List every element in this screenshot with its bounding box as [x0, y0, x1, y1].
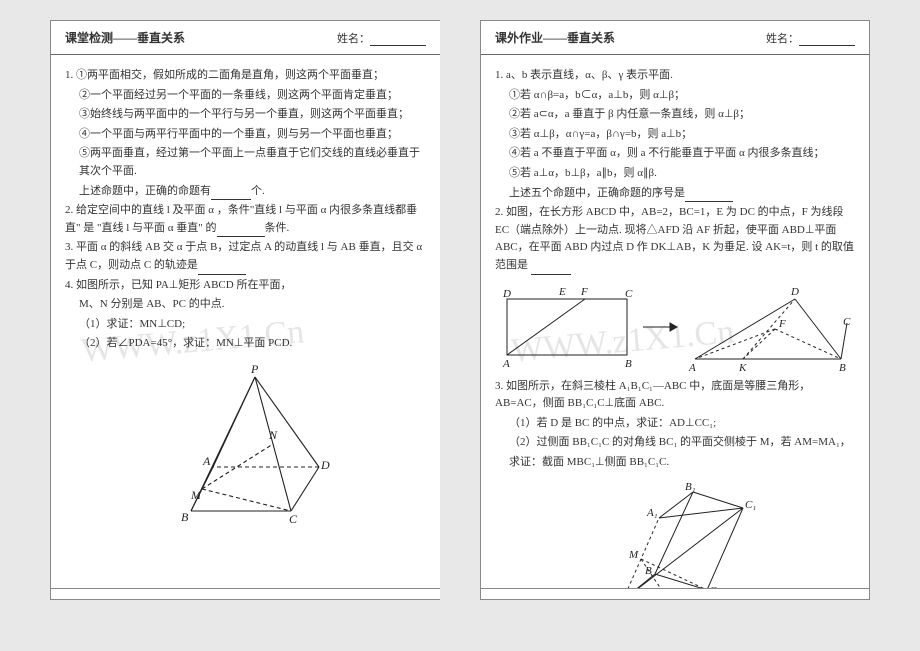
footer-left: [51, 588, 440, 599]
q2-tail: 条件.: [265, 222, 290, 234]
r-q3a: （1）若 D 是 BC 的中点，求证：AD⊥CC₁;: [495, 415, 855, 433]
name-blank: [370, 35, 426, 46]
p-M: M: [628, 549, 639, 561]
lbl-N: N: [268, 428, 278, 442]
f2l-E: E: [558, 286, 566, 298]
q1-line2: ②一个平面经过另一个平面的一条垂线，则这两个平面肯定垂直；: [65, 87, 426, 105]
name-field-right: 姓名：: [766, 30, 855, 46]
r-q3c: 求证：截面 MBC₁⊥侧面 BB₁C₁C.: [495, 454, 855, 472]
title-left: 课堂检测——垂直关系: [65, 29, 185, 46]
q1-line1: 1. ①两平面相交，假如所成的二面角是直角，则这两个平面垂直；: [65, 67, 426, 85]
q1-blank: [211, 189, 251, 200]
r-q1-b: ②若 a⊂α，a 垂直于 β 内任意一条直线，则 α⊥β；: [495, 106, 855, 124]
f2r-K: K: [738, 362, 747, 374]
r-q2-blank: [531, 264, 571, 275]
lbl-C: C: [289, 512, 298, 526]
r-q1-d: ④若 a 不垂直于平面 α，则 a 不行能垂直于平面 α 内很多条直线；: [495, 145, 855, 163]
r-q2: 2. 如图，在长方形 ABCD 中，AB=2，BC=1，E 为 DC 的中点，F…: [495, 204, 855, 274]
r-q1-a: ①若 α∩β=a，b⊂α，a⊥b，则 α⊥β；: [495, 87, 855, 105]
r-q3b: （2）过侧面 BB₁C₁C 的对角线 BC₁ 的平面交侧棱于 M，若 AM=MA…: [495, 434, 855, 452]
content-right: 1. a、b 表示直线，α、β、γ 表示平面. ①若 α∩β=a，b⊂α，a⊥b…: [495, 67, 855, 588]
r-q3: 3. 如图所示，在斜三棱柱 A₁B₁C₁—ABC 中，底面是等腰三角形，AB=A…: [495, 378, 855, 413]
q4a: M、N 分别是 AB、PC 的中点.: [65, 296, 426, 314]
title-right: 课外作业——垂直关系: [495, 29, 615, 46]
lbl-B: B: [181, 510, 189, 524]
r-q2-text: 2. 如图，在长方形 ABCD 中，AB=2，BC=1，E 为 DC 的中点，F…: [495, 206, 854, 271]
figure-tetra: P N A B C D M: [151, 359, 341, 529]
p-B: B: [645, 565, 652, 577]
figure-fold: D E F C A B: [495, 281, 855, 376]
sheet-left: 课堂检测——垂直关系 姓名： WWW.z1X1.Cn 1. ①两平面相交，假如所…: [50, 20, 440, 600]
q1-line3: ③始终线与两平面中的一个平行与另一个垂直，则这两个平面垂直；: [65, 106, 426, 124]
content-left: 1. ①两平面相交，假如所成的二面角是直角，则这两个平面垂直； ②一个平面经过另…: [65, 67, 426, 529]
name-label-r: 姓名：: [766, 33, 799, 45]
lbl-A: A: [202, 454, 211, 468]
f2l-A: A: [502, 358, 510, 370]
footer-right: [481, 588, 869, 599]
header-right: 课外作业——垂直关系 姓名：: [481, 21, 869, 55]
r-q1-blank: [685, 191, 733, 202]
lbl-D: D: [320, 458, 330, 472]
name-label: 姓名：: [337, 33, 370, 45]
body-right: WWW.z1X1.Cn 1. a、b 表示直线，α、β、γ 表示平面. ①若 α…: [481, 55, 869, 588]
f2l-C: C: [625, 288, 633, 300]
q1-line5: ⑤两平面垂直，经过第一个平面上一点垂直于它们交线的直线必垂直于其次个平面.: [65, 145, 426, 180]
lbl-M: M: [190, 488, 202, 502]
q4c: （2）若∠PDA=45°，求证：MN⊥平面 PCD.: [65, 335, 426, 353]
q3-blank: [198, 264, 246, 275]
p-C: C: [709, 585, 717, 589]
f2r-F: F: [778, 318, 786, 330]
r-q1-c: ③若 α⊥β，α∩γ=a，β∩γ=b，则 a⊥b；: [495, 126, 855, 144]
p-A1: A₁: [646, 507, 658, 519]
p-C1: C₁: [745, 499, 756, 511]
f2r-A: A: [688, 362, 696, 374]
f2r-C: C: [843, 316, 851, 328]
sheet-right: 课外作业——垂直关系 姓名： WWW.z1X1.Cn 1. a、b 表示直线，α…: [480, 20, 870, 600]
q2-blank: [217, 226, 265, 237]
r-q1-tail: 上述五个命题中，正确命题的序号是: [495, 185, 855, 203]
q4b: （1）求证：MN⊥CD;: [65, 316, 426, 334]
figure-prism: B₁ C₁ A₁ M B C A D: [585, 478, 765, 589]
r-q1-e: ⑤若 a⊥α，b⊥β，a∥b，则 α∥β.: [495, 165, 855, 183]
q3: 3. 平面 α 的斜线 AB 交 α 于点 B，过定点 A 的动直线 l 与 A…: [65, 239, 426, 274]
f2l-B: B: [625, 358, 632, 370]
lbl-P: P: [250, 362, 259, 376]
r-q1-lead: 1. a、b 表示直线，α、β、γ 表示平面.: [495, 67, 855, 85]
q1-line4: ④一个平面与两平行平面中的一个垂直，则与另一个平面也垂直；: [65, 126, 426, 144]
name-field-left: 姓名：: [337, 30, 426, 46]
body-left: WWW.z1X1.Cn 1. ①两平面相交，假如所成的二面角是直角，则这两个平面…: [51, 55, 440, 588]
q4: 4. 如图所示，已知 PA⊥矩形 ABCD 所在平面，: [65, 277, 426, 295]
r-q1-tail-text: 上述五个命题中，正确命题的序号是: [509, 187, 685, 199]
f2l-F: F: [580, 286, 588, 298]
header-left: 课堂检测——垂直关系 姓名：: [51, 21, 440, 55]
f2r-B: B: [839, 362, 846, 374]
f2l-D: D: [502, 288, 511, 300]
q1-tail-text: 上述命题中，正确的命题有: [79, 185, 211, 197]
p-B1: B₁: [685, 481, 696, 493]
name-blank-r: [799, 35, 855, 46]
q1-tail: 上述命题中，正确的命题有 个.: [65, 183, 426, 201]
q1-unit: 个.: [251, 185, 265, 197]
q2: 2. 给定空间中的直线 l 及平面 α ，条件"直线 l 与平面 α 内很多条直…: [65, 202, 426, 237]
f2r-D: D: [790, 286, 799, 298]
